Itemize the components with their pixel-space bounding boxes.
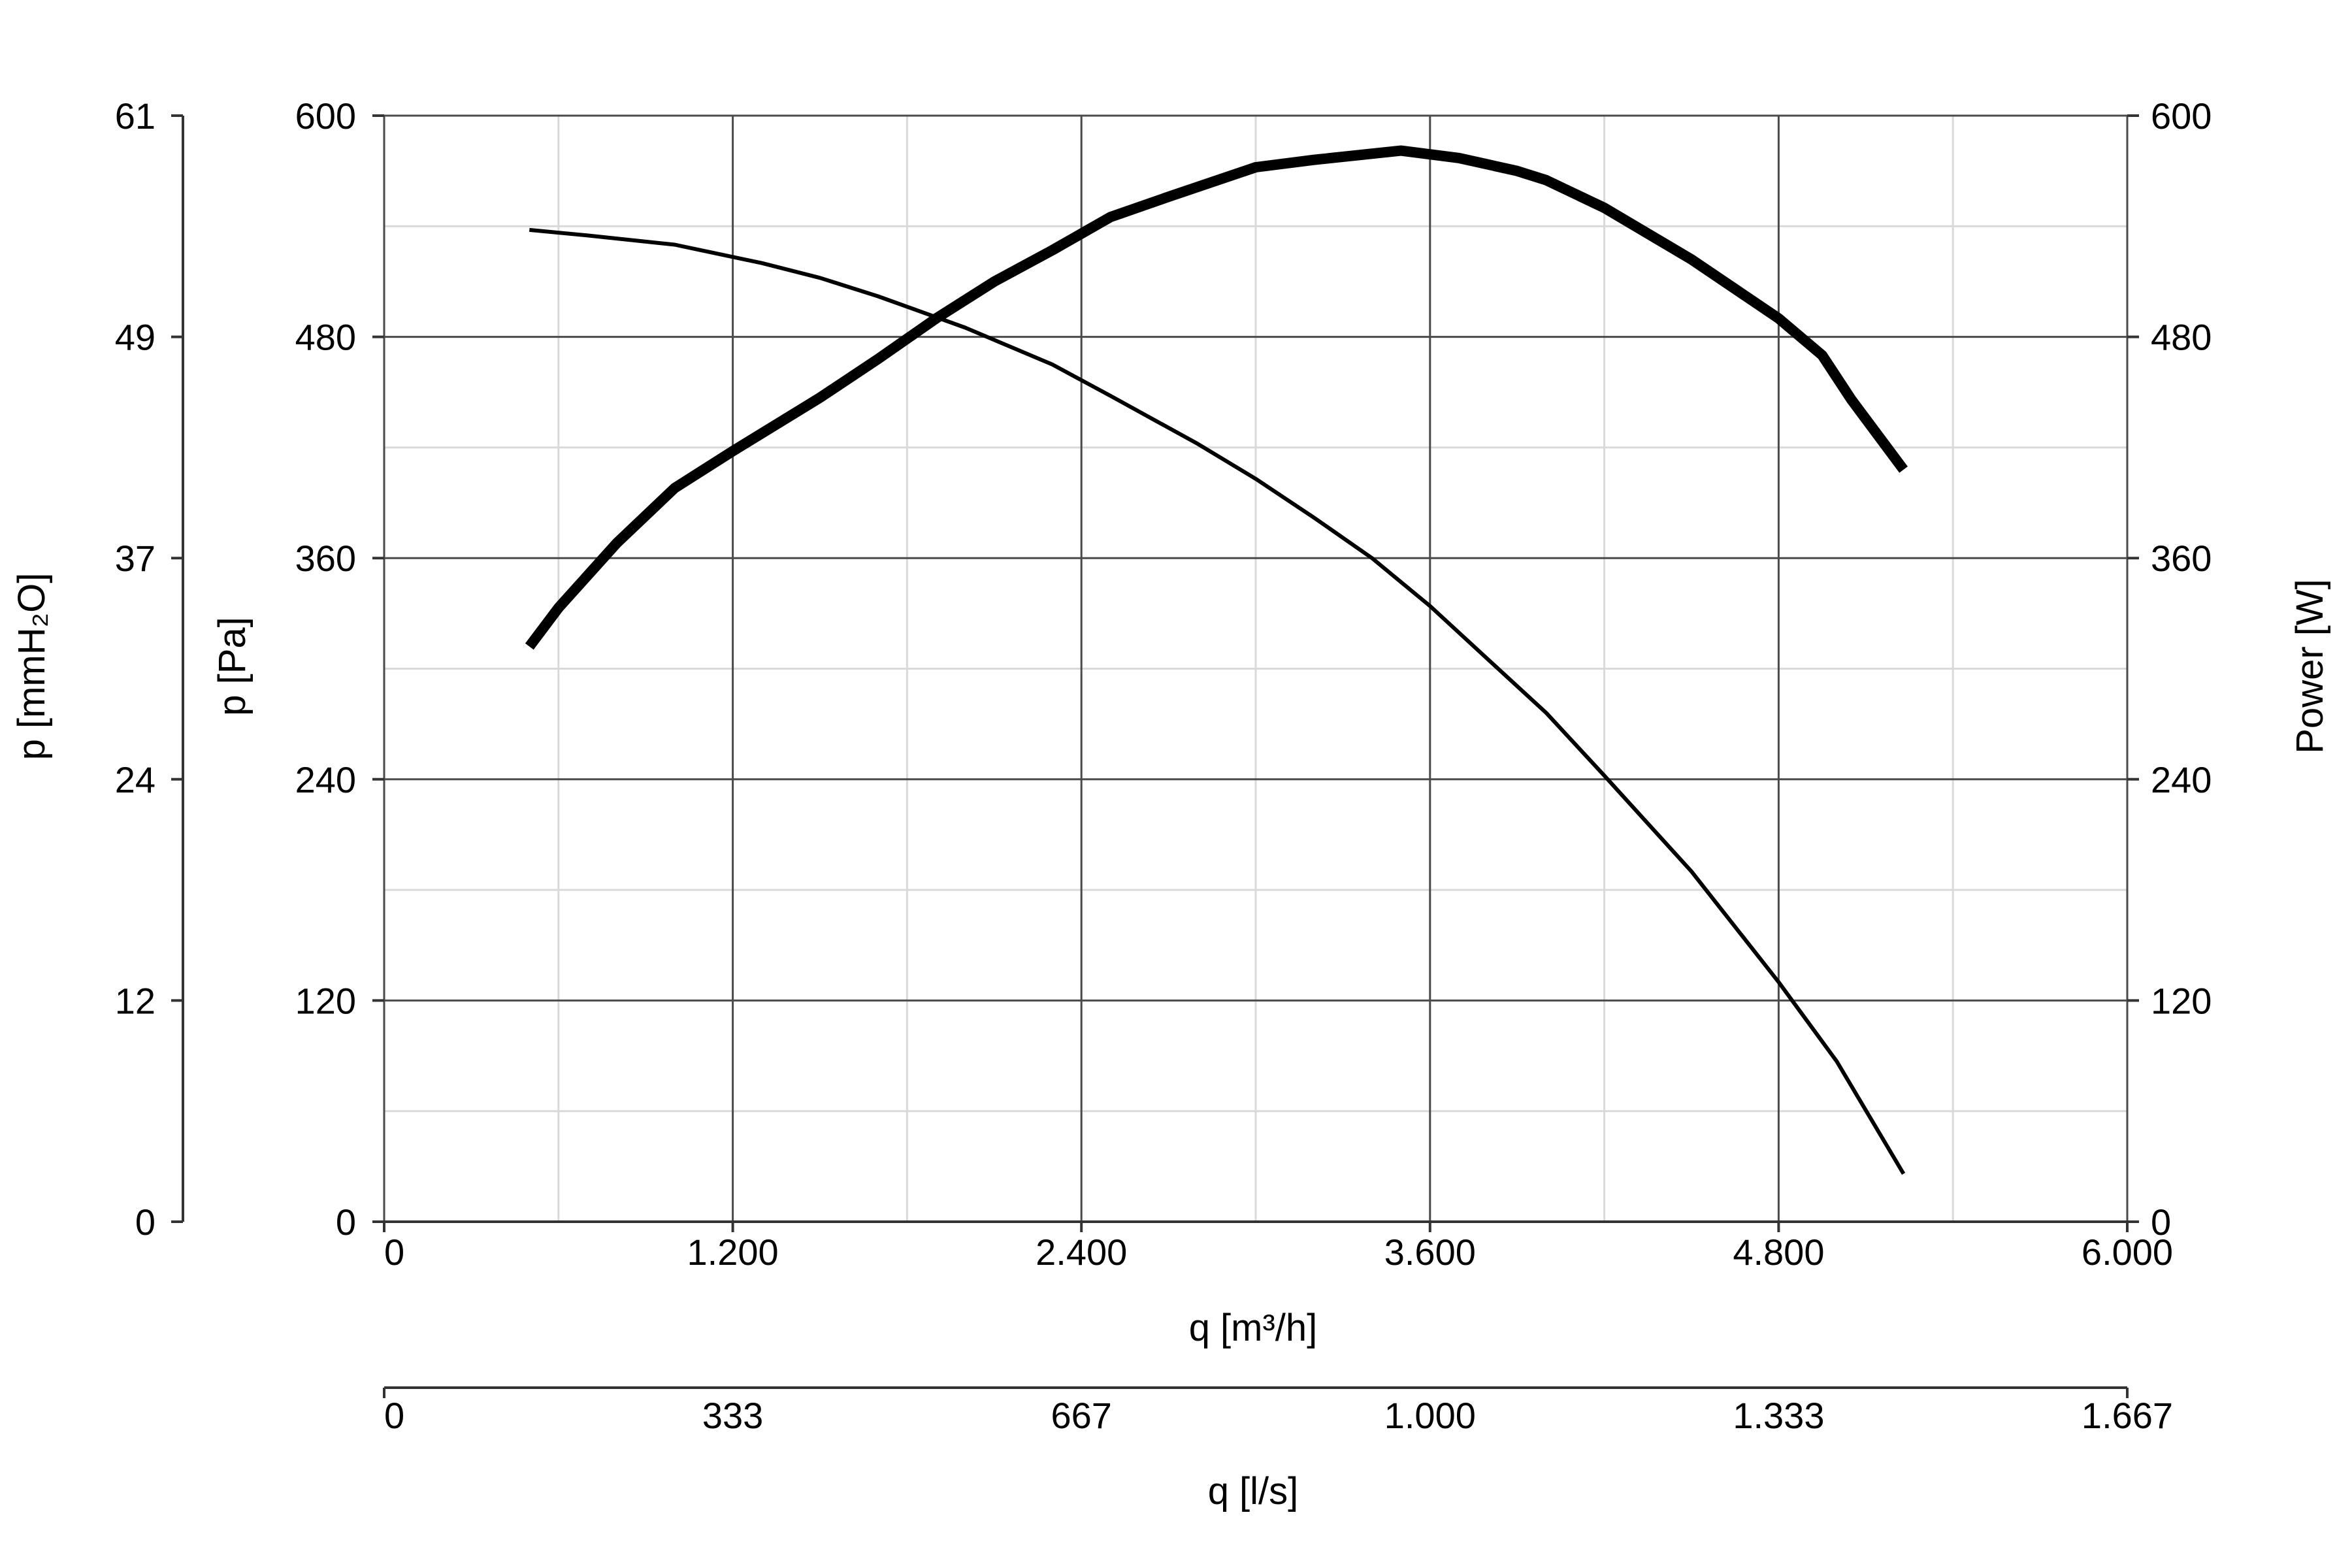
- x-axis-tick-label: 0: [384, 1232, 404, 1273]
- y-axis-left-title: p [Pa]: [211, 617, 253, 716]
- x-axis-tick-label: 6.000: [2082, 1232, 2173, 1273]
- grid-minor: [384, 116, 2127, 1222]
- y-axis-right-title: Power [W]: [2289, 579, 2331, 754]
- y-axis-left-tick-label: 240: [295, 759, 356, 800]
- y-axis-left-outer-tick-label: 61: [115, 95, 155, 137]
- x-axis-secondary-tick-label: 0: [384, 1395, 404, 1436]
- y-axis-right-tick-label: 240: [2151, 759, 2212, 800]
- x-axis-secondary-tick-label: 333: [702, 1395, 763, 1436]
- y-axis-right-tick-label: 360: [2151, 538, 2212, 579]
- y-axis-left-tick-label: 600: [295, 95, 356, 137]
- y-axis-right-tick-label: 120: [2151, 980, 2212, 1021]
- y-axis-left-outer-tick-label: 24: [115, 759, 155, 800]
- x-axis-tick-label: 4.800: [1733, 1232, 1824, 1273]
- y-axis-right-tick-label: 0: [2151, 1201, 2171, 1243]
- x-axis-tick-label: 3.600: [1384, 1232, 1476, 1273]
- y-axis-left-outer-tick-label: 37: [115, 538, 155, 579]
- y-axis-left-tick-label: 360: [295, 538, 356, 579]
- y-axis-right-tick-label: 600: [2151, 95, 2212, 137]
- x-axis-title: q [m³/h]: [1189, 1307, 1318, 1349]
- y-axis-left-outer-tick-label: 49: [115, 317, 155, 358]
- x-axis-secondary-tick-label: 1.333: [1733, 1395, 1824, 1436]
- y-axis-left-outer-title: p [mmH₂O]: [10, 573, 53, 760]
- x-axis-tick-label: 2.400: [1036, 1232, 1127, 1273]
- series-line-pressure: [529, 227, 1906, 1175]
- x-axis-secondary-tick-label: 1.667: [2082, 1395, 2173, 1436]
- tick-labels: 0 12 24 37 49 61 0 120 240 360 480 600 0 120 240 360 480…: [115, 95, 2212, 1436]
- y-axis-left-outer-tick-label: 0: [135, 1201, 155, 1243]
- x-axis-secondary-tick-label: 1.000: [1384, 1395, 1476, 1436]
- y-axis-right-tick-label: 480: [2151, 317, 2212, 358]
- x-axis-secondary-tick-label: 667: [1051, 1395, 1111, 1436]
- series-layer: [525, 145, 1908, 1175]
- x-axis-secondary-title: q [l/s]: [1208, 1470, 1299, 1512]
- y-axis-left-tick-label: 120: [295, 980, 356, 1021]
- x-axis-tick-label: 1.200: [687, 1232, 779, 1273]
- y-axis-left-outer-tick-label: 12: [115, 980, 155, 1021]
- axes: [171, 114, 2139, 1398]
- y-axis-left-tick-label: 0: [336, 1201, 356, 1243]
- y-axis-left-tick-label: 480: [295, 317, 356, 358]
- series-line-power: [525, 145, 1908, 650]
